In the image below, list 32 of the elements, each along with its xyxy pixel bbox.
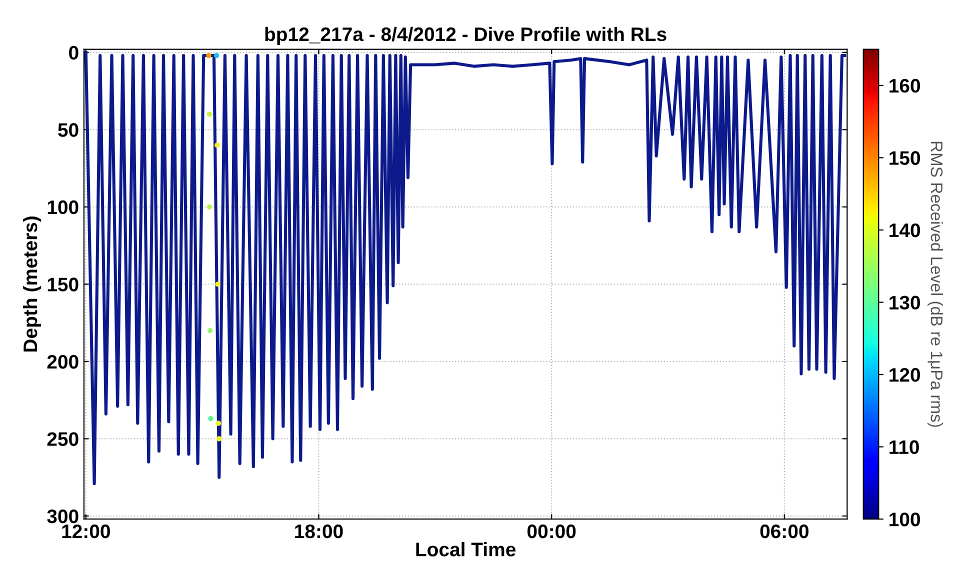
chart-title: bp12_217a - 8/4/2012 - Dive Profile with RLs [265,26,666,45]
color-bar-label: 120 [890,368,920,382]
y-tick-label: 150 [48,278,78,292]
y-tick-label: 50 [58,123,78,137]
color-bar-label: 160 [890,78,920,93]
y-tick-label: 250 [47,432,78,446]
x-tick-label: 06:00 [760,524,808,538]
y-tick-label: 300 [47,509,78,524]
color-bar-label: 110 [890,440,919,454]
point [206,204,212,210]
point [216,436,222,442]
color-bar-label: 130 [890,296,920,310]
point [207,328,213,334]
point [208,416,214,422]
y-tick-label: 100 [48,200,78,214]
point [216,420,222,426]
color-bar-title: RMS Received Level (dB re 1μPa rms) [927,142,944,427]
y-tick-label: 0 [69,46,78,60]
x-tick-label: 00:00 [527,524,576,538]
color-bar-label: 100 [890,512,920,526]
x-tick-label: 18:00 [295,524,343,538]
color-bar-label: 150 [890,151,920,165]
point [206,52,212,58]
color-bar-label: 140 [890,223,920,238]
point [215,282,220,287]
y-tick-label: 200 [47,354,78,369]
y-axis-title: Depth (meters) [22,216,42,352]
point [214,52,220,58]
x-tick-label: 12:00 [62,524,110,538]
point [206,112,212,117]
point [214,142,220,148]
x-axis-title: Local Time [416,542,516,556]
